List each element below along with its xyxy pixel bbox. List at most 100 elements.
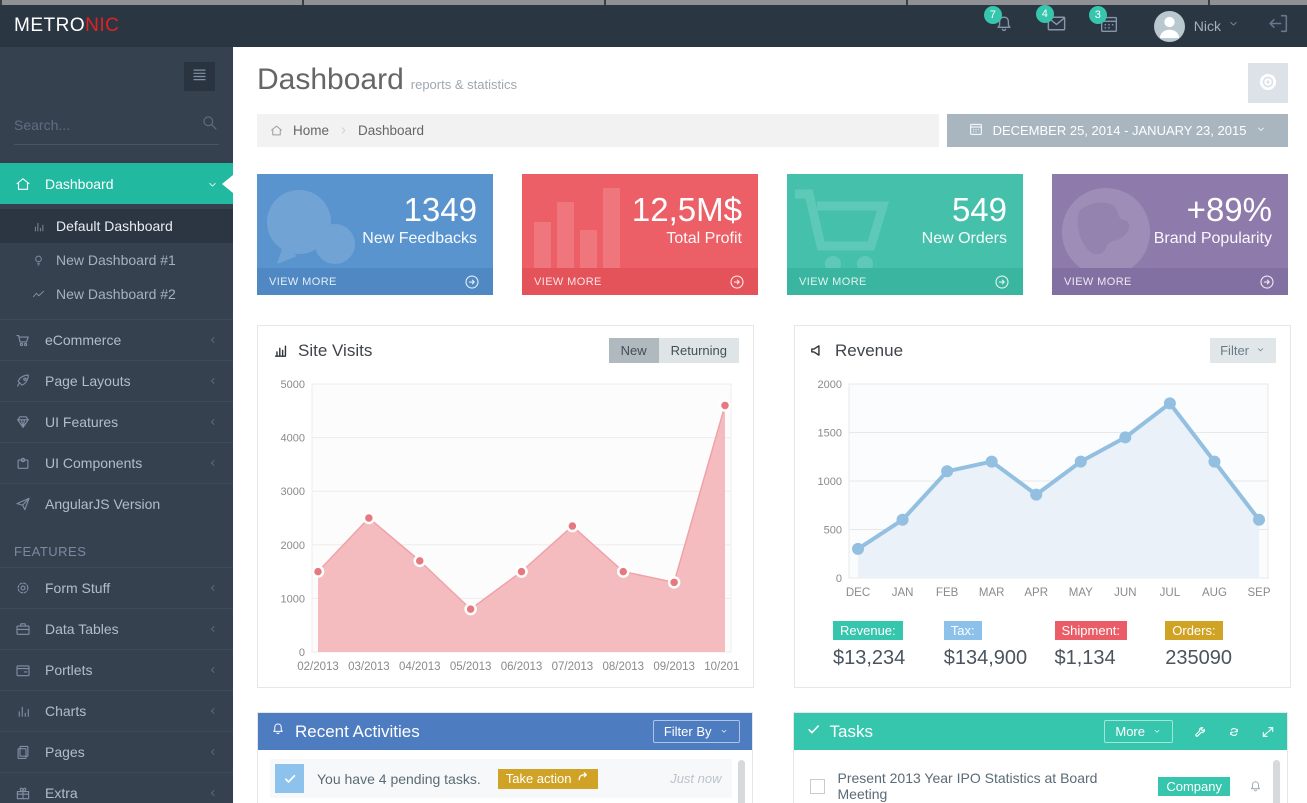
- task-checkbox[interactable]: [810, 779, 825, 794]
- svg-text:2000: 2000: [281, 540, 305, 552]
- sidebar-item-portlets[interactable]: Portlets: [0, 649, 233, 690]
- bell-icon: [993, 22, 1015, 39]
- sidebar-item-charts[interactable]: Charts: [0, 690, 233, 731]
- sidebar-menu: Dashboard Default Dashboard New Dashboar…: [0, 163, 233, 803]
- scrollbar[interactable]: [738, 760, 745, 803]
- search-icon[interactable]: [200, 113, 219, 137]
- envelope-icon: [1045, 22, 1068, 39]
- site-visits-chart: 01000200030004000500002/201303/201304/20…: [272, 376, 739, 678]
- scrollbar[interactable]: [1273, 760, 1280, 803]
- date-range-picker[interactable]: DECEMBER 25, 2014 - JANUARY 23, 2015: [947, 114, 1288, 147]
- svg-text:05/2013: 05/2013: [450, 661, 492, 673]
- take-action-badge[interactable]: Take action: [498, 769, 598, 789]
- todos-button[interactable]: 3: [1098, 13, 1120, 40]
- stat-label: New Orders: [803, 230, 1007, 248]
- logo-part2: NIC: [85, 15, 119, 36]
- view-more-link[interactable]: VIEW MORE: [799, 276, 867, 288]
- chevron-down-icon: [719, 724, 729, 739]
- revenue-stat: Shipment: $1,134: [1055, 621, 1166, 670]
- home-icon: [269, 123, 284, 138]
- settings-button[interactable]: [1248, 63, 1288, 103]
- stat-card-brand-popularity[interactable]: +89% Brand Popularity VIEW MORE: [1052, 174, 1288, 295]
- svg-text:APR: APR: [1024, 587, 1048, 599]
- view-more-link[interactable]: VIEW MORE: [269, 276, 337, 288]
- stat-card-new-orders[interactable]: 549 New Orders VIEW MORE: [787, 174, 1023, 295]
- expand-icon[interactable]: [1261, 725, 1275, 739]
- arrow-circle-icon[interactable]: [463, 273, 481, 291]
- sidebar-section-label: FEATURES: [0, 524, 233, 567]
- svg-text:0: 0: [836, 573, 842, 585]
- bar-chart-icon: [31, 219, 46, 234]
- tab-new[interactable]: New: [609, 338, 659, 363]
- user-menu[interactable]: Nick: [1154, 11, 1240, 42]
- sidebar-item-ui-features[interactable]: UI Features: [0, 401, 233, 442]
- wallet-icon: [14, 661, 32, 679]
- sidebar-item-data-tables[interactable]: Data Tables: [0, 608, 233, 649]
- sidebar: Dashboard Default Dashboard New Dashboar…: [0, 47, 233, 803]
- more-button[interactable]: More: [1104, 720, 1173, 743]
- svg-text:1000: 1000: [281, 593, 305, 605]
- breadcrumb-home[interactable]: Home: [293, 123, 329, 138]
- filter-by-button[interactable]: Filter By: [653, 720, 740, 743]
- hamburger-icon: [190, 65, 209, 87]
- bell-icon[interactable]: [1248, 779, 1263, 794]
- calendar-icon: [968, 121, 984, 140]
- stat-card-total-profit[interactable]: 12,5M$ Total Profit VIEW MORE: [522, 174, 758, 295]
- sidebar-item-ecommerce[interactable]: eCommerce: [0, 319, 233, 360]
- topbar: METRONIC 7 4 3 Nick: [0, 5, 1307, 47]
- svg-text:02/2013: 02/2013: [297, 661, 339, 673]
- sidebar-item-extra[interactable]: Extra: [0, 772, 233, 803]
- stat-value: 1349: [273, 191, 477, 229]
- sidebar-item-page-layouts[interactable]: Page Layouts: [0, 360, 233, 401]
- main-content: Dashboardreports & statistics Home Dashb…: [233, 47, 1307, 803]
- recent-activities-panel: Recent Activities Filter By You have 4 p…: [257, 712, 753, 803]
- chevron-left-icon: [207, 334, 219, 346]
- sidebar-item-label: Portlets: [45, 662, 92, 678]
- sidebar-toggle-button[interactable]: [184, 62, 215, 91]
- revenue-stat: Orders: 235090: [1165, 621, 1276, 670]
- arrow-circle-icon[interactable]: [993, 273, 1011, 291]
- revenue-stats: Revenue: $13,234 Tax: $134,900 Shipment:…: [809, 609, 1276, 670]
- bar-chart-icon: [272, 342, 289, 359]
- sidebar-item-label: Charts: [45, 703, 86, 719]
- stat-value: $1,134: [1055, 647, 1166, 670]
- sidebar-subitem-default-dashboard[interactable]: Default Dashboard: [0, 209, 233, 243]
- stat-card-new-feedbacks[interactable]: 1349 New Feedbacks VIEW MORE: [257, 174, 493, 295]
- sidebar-item-label: UI Features: [45, 414, 118, 430]
- filter-button[interactable]: Filter: [1210, 338, 1276, 363]
- svg-text:4000: 4000: [281, 433, 305, 445]
- sidebar-item-dashboard[interactable]: Dashboard: [0, 163, 233, 204]
- refresh-icon[interactable]: [1227, 725, 1241, 739]
- arrow-circle-icon[interactable]: [728, 273, 746, 291]
- gear-icon: [14, 579, 32, 597]
- view-more-link[interactable]: VIEW MORE: [1064, 276, 1132, 288]
- stat-badge: Tax:: [944, 621, 982, 640]
- svg-text:09/2013: 09/2013: [653, 661, 695, 673]
- arrow-circle-icon[interactable]: [1258, 273, 1276, 291]
- wrench-icon[interactable]: [1193, 725, 1207, 739]
- svg-text:JUN: JUN: [1114, 587, 1136, 599]
- sidebar-item-ui-components[interactable]: UI Components: [0, 442, 233, 483]
- activity-row[interactable]: You have 4 pending tasks. Take action Ju…: [270, 759, 732, 798]
- sidebar-subitem-new-dashboard-2[interactable]: New Dashboard #2: [0, 277, 233, 311]
- svg-text:08/2013: 08/2013: [602, 661, 644, 673]
- activities-list: You have 4 pending tasks. Take action Ju…: [258, 750, 752, 803]
- messages-button[interactable]: 4: [1045, 12, 1068, 40]
- sidebar-subitem-new-dashboard-1[interactable]: New Dashboard #1: [0, 243, 233, 277]
- sidebar-subitem-label: Default Dashboard: [56, 218, 173, 234]
- activity-time: Just now: [670, 771, 721, 786]
- calendar-icon: [1098, 22, 1120, 39]
- task-row[interactable]: Present 2013 Year IPO Statistics at Boar…: [806, 759, 1268, 803]
- line-chart-icon: [31, 287, 46, 302]
- search-input[interactable]: [14, 117, 200, 133]
- notifications-button[interactable]: 7: [993, 13, 1015, 40]
- logout-button[interactable]: [1266, 11, 1291, 41]
- task-text: Present 2013 Year IPO Statistics at Boar…: [838, 770, 1140, 802]
- sidebar-item-pages[interactable]: Pages: [0, 731, 233, 772]
- chevron-down-icon: [1255, 343, 1266, 358]
- tab-returning[interactable]: Returning: [659, 338, 739, 363]
- view-more-link[interactable]: VIEW MORE: [534, 276, 602, 288]
- sidebar-item-angularjs-version[interactable]: AngularJS Version: [0, 483, 233, 524]
- app-logo[interactable]: METRONIC: [14, 15, 119, 37]
- sidebar-item-form-stuff[interactable]: Form Stuff: [0, 567, 233, 608]
